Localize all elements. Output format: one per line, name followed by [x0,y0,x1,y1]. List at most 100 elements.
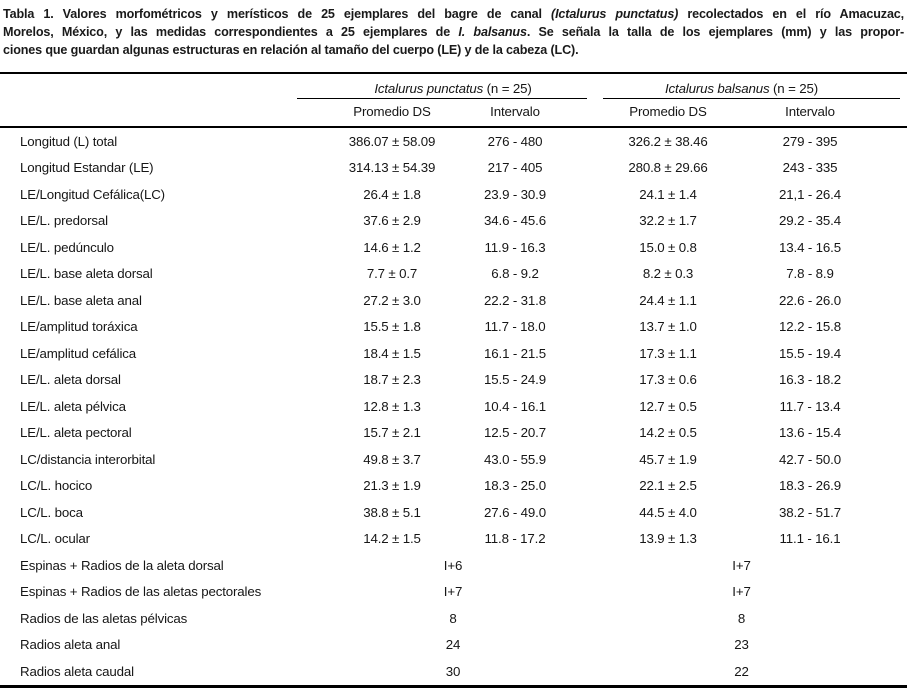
balsanus-promedio-value: 13.9 ± 1.3 [639,531,697,547]
punctatus-promedio-value: 27.2 ± 3.0 [363,292,421,308]
morphometric-table: Ictalurus punctatus (n = 25) Ictalurus b… [0,72,907,688]
table-row: LC/L. ocular 14.2 ± 1.5 11.8 - 17.2 13.9… [0,526,907,553]
table-header: Ictalurus punctatus (n = 25) Ictalurus b… [0,73,907,128]
punctatus-promedio-value: 12.8 ± 1.3 [363,398,421,414]
punctatus-promedio-value: 21.3 ± 1.9 [363,478,421,494]
balsanus-intervalo-value: 243 - 335 [782,160,838,176]
caption-text: recolectados en el río Amacuzac, [678,7,904,21]
balsanus-promedio-value: 45.7 ± 1.9 [639,451,697,467]
balsanus-intervalo-value: 21,1 - 26.4 [779,186,841,202]
punctatus-promedio-value: 386.07 ± 58.09 [348,133,436,149]
punctatus-promedio-value: 14.2 ± 1.5 [363,531,421,547]
punctatus-promedio-value: 37.6 ± 2.9 [363,213,421,229]
row-label: Radios de las aletas pélvicas [20,610,188,626]
balsanus-meristic-value: 23 [734,637,749,653]
balsanus-meristic-value: I+7 [732,584,751,600]
table-row-meristic: Radios aleta anal 24 23 [0,632,907,659]
balsanus-promedio-value: 17.3 ± 1.1 [639,345,697,361]
group-underline [603,98,900,99]
punctatus-intervalo-value: 15.5 - 24.9 [484,372,546,388]
row-label: LE/L. aleta pectoral [20,425,132,441]
row-label: LE/L. base aleta dorsal [20,266,153,282]
sample-size: (n = 25) [769,81,819,96]
balsanus-intervalo-value: 38.2 - 51.7 [779,504,841,520]
punctatus-intervalo-value: 6.8 - 9.2 [491,266,539,282]
row-label: Radios aleta caudal [20,663,134,679]
caption-text: Tabla 1. Valores morfométricos y merísti… [3,7,552,21]
balsanus-intervalo-value: 42.7 - 50.0 [779,451,841,467]
balsanus-promedio-value: 326.2 ± 38.46 [628,133,708,149]
balsanus-meristic-value: 22 [734,663,749,679]
balsanus-intervalo-value: 18.3 - 26.9 [779,478,841,494]
empty-corner-cell [0,73,330,99]
punctatus-promedio-value: 26.4 ± 1.8 [363,186,421,202]
row-label: LE/amplitud toráxica [20,319,138,335]
punctatus-meristic-value: I+7 [443,584,463,600]
balsanus-meristic-value: 8 [737,610,746,626]
table-row: LC/distancia interorbital 49.8 ± 3.7 43.… [0,446,907,473]
punctatus-intervalo-value: 23.9 - 30.9 [484,186,546,202]
species-name: Ictalurus punctatus [374,81,484,96]
balsanus-intervalo-value: 13.6 - 15.4 [779,425,841,441]
punctatus-intervalo-value: 12.5 - 20.7 [484,425,546,441]
punctatus-promedio-value: 15.7 ± 2.1 [363,425,421,441]
balsanus-intervalo-value: 12.2 - 15.8 [779,319,841,335]
table-row: LE/Longitud Cefálica(LC) 26.4 ± 1.8 23.9… [0,181,907,208]
table-body: Longitud (L) total 386.07 ± 58.09 276 - … [0,127,907,686]
balsanus-intervalo-value: 7.8 - 8.9 [786,266,834,282]
row-label: Longitud Estandar (LE) [20,160,154,176]
row-label: LE/L. predorsal [20,213,108,229]
punctatus-meristic-value: 30 [445,663,461,679]
balsanus-promedio-value: 24.1 ± 1.4 [639,186,697,202]
balsanus-promedio-value: 12.7 ± 0.5 [639,398,697,414]
balsanus-intervalo-value: 11.1 - 16.1 [779,531,841,547]
row-label: LE/Longitud Cefálica(LC) [20,186,165,202]
punctatus-promedio-value: 14.6 ± 1.2 [363,239,421,255]
row-label: Espinas + Radios de la aleta dorsal [20,557,224,573]
table-row-meristic: Espinas + Radios de las aletas pectorale… [0,579,907,606]
balsanus-intervalo-value: 13.4 - 16.5 [779,239,841,255]
balsanus-intervalo-value: 11.7 - 13.4 [779,398,841,414]
punctatus-intervalo-value: 18.3 - 25.0 [484,478,546,494]
species-name-italic: (Ictalurus punctatus) [551,7,679,21]
table-row: Longitud Estandar (LE) 314.13 ± 54.39 21… [0,155,907,182]
balsanus-meristic-value: I+7 [732,557,751,573]
row-label: LE/L. aleta dorsal [20,372,121,388]
table-row: LE/L. aleta dorsal 18.7 ± 2.3 15.5 - 24.… [0,367,907,394]
row-label: LE/L. pedúnculo [20,239,114,255]
punctatus-intervalo-value: 22.2 - 31.8 [484,292,546,308]
punctatus-promedio-value: 15.5 ± 1.8 [363,319,421,335]
group-underline [297,98,587,99]
punctatus-promedio-value: 314.13 ± 54.39 [348,160,436,176]
punctatus-intervalo-value: 27.6 - 49.0 [484,504,546,520]
punctatus-promedio-value: 18.4 ± 1.5 [363,345,421,361]
species-name-italic: I. balsanus [458,25,527,39]
punctatus-intervalo-value: 16.1 - 21.5 [484,345,546,361]
species-header-punctatus: Ictalurus punctatus (n = 25) [297,73,587,99]
sample-size: (n = 25) [483,81,532,96]
table-row: Longitud (L) total 386.07 ± 58.09 276 - … [0,127,907,155]
caption-line-1: Tabla 1. Valores morfométricos y merísti… [3,5,904,23]
balsanus-promedio-value: 32.2 ± 1.7 [639,213,697,229]
caption-text: . Se señala la talla de los ejemplares (… [526,25,904,39]
subheader-row: Promedio DS Intervalo Promedio DS Interv… [0,99,907,128]
balsanus-intervalo-value: 22.6 - 26.0 [779,292,841,308]
punctatus-intervalo-value: 10.4 - 16.1 [484,398,546,414]
row-label: LC/L. hocico [20,478,93,494]
caption-line-3: ciones que guardan algunas estructuras e… [3,43,579,57]
balsanus-promedio-value: 13.7 ± 1.0 [639,319,697,335]
balsanus-intervalo-value: 29.2 - 35.4 [779,213,841,229]
table-caption: Tabla 1. Valores morfométricos y merísti… [0,0,907,59]
balsanus-promedio-value: 24.4 ± 1.1 [639,292,697,308]
punctatus-intervalo-value: 11.8 - 17.2 [484,531,546,547]
table-row: LE/L. predorsal 37.6 ± 2.9 34.6 - 45.6 3… [0,208,907,235]
balsanus-promedio-value: 22.1 ± 2.5 [639,478,697,494]
species-header-balsanus: Ictalurus balsanus (n = 25) [576,73,907,99]
punctatus-promedio-value: 18.7 ± 2.3 [363,372,421,388]
punctatus-intervalo-value: 11.7 - 18.0 [484,319,546,335]
table-row: LC/L. boca 38.8 ± 5.1 27.6 - 49.0 44.5 ±… [0,499,907,526]
row-label: LE/L. aleta pélvica [20,398,126,414]
col-header-promedio-balsanus: Promedio DS [576,99,760,128]
balsanus-promedio-value: 14.2 ± 0.5 [639,425,697,441]
